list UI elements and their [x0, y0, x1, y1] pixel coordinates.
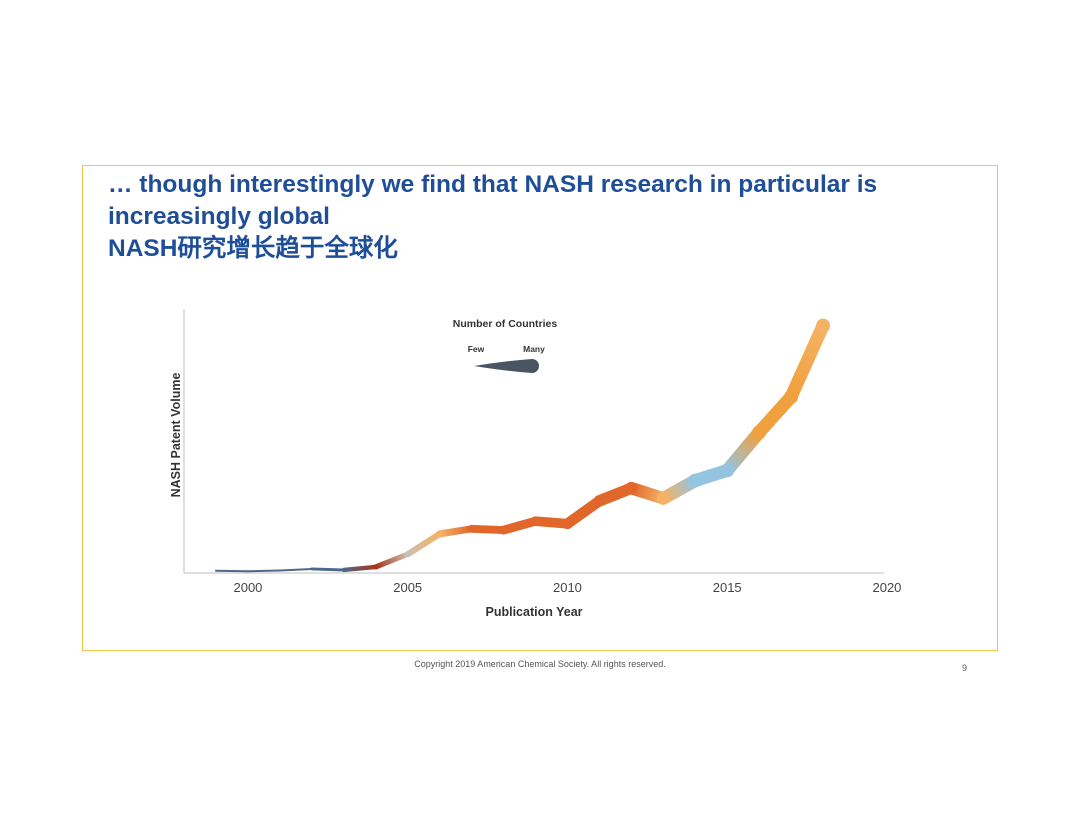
x-tick-label: 2000	[233, 580, 262, 595]
title-line-2: increasingly global	[108, 203, 330, 230]
series-point	[499, 525, 508, 535]
series-point	[467, 525, 476, 533]
series-point	[279, 569, 281, 572]
page-number: 9	[962, 663, 968, 673]
series-point	[784, 389, 799, 404]
slide-title: … though interestingly we find that NASH…	[108, 169, 988, 265]
series-segment	[436, 525, 476, 538]
title-line-3: NASH研究增长趋于全球化	[108, 235, 398, 262]
series-segment	[752, 390, 798, 439]
legend-many-label: Many	[523, 344, 545, 354]
slide-frame	[82, 165, 998, 651]
series-segment	[404, 530, 443, 558]
legend-few-label: Few	[468, 344, 485, 354]
series-point	[215, 569, 217, 572]
x-tick-labels: 2000 2005 2010 2015 2020	[233, 580, 901, 595]
x-tick-label: 2010	[553, 580, 582, 595]
series-point	[688, 473, 703, 488]
series-point	[562, 518, 573, 529]
series-point	[343, 569, 345, 571]
series-segment	[784, 319, 830, 404]
x-tick-label: 2020	[872, 580, 901, 595]
series-point	[311, 568, 313, 570]
series-segment	[341, 564, 378, 573]
series-segment	[562, 495, 605, 530]
legend-title: Number of Countries	[453, 318, 558, 330]
series-segment	[278, 567, 313, 572]
series-point	[530, 516, 541, 526]
series-segment	[467, 524, 508, 535]
x-tick-label: 2015	[713, 580, 742, 595]
series-point	[247, 570, 249, 572]
series-segment	[215, 569, 249, 573]
legend-width-shape	[474, 359, 539, 373]
chart-axes	[183, 309, 884, 574]
series-line	[215, 318, 831, 573]
series-segment	[310, 567, 346, 572]
series-point	[720, 463, 735, 478]
series-segment	[720, 425, 766, 477]
series-segment	[530, 516, 573, 529]
legend: Number of Countries Few Many	[453, 318, 558, 373]
series-point	[625, 482, 638, 495]
title-line-1: … though interestingly we find that NASH…	[108, 171, 878, 198]
series-point	[404, 551, 411, 558]
y-axis-title: NASH Patent Volume	[169, 373, 183, 498]
series-point	[373, 564, 379, 570]
series-point	[816, 318, 831, 333]
series-point	[593, 495, 605, 507]
footer-copyright: Copyright 2019 American Chemical Society…	[414, 659, 666, 669]
series-point	[656, 491, 670, 505]
series-segment	[373, 551, 411, 570]
series-point	[752, 425, 767, 440]
series-segment	[499, 516, 540, 535]
series-point	[436, 530, 443, 538]
x-axis-title: Publication Year	[485, 605, 582, 619]
series-segment	[246, 569, 281, 573]
x-tick-label: 2005	[393, 580, 422, 595]
